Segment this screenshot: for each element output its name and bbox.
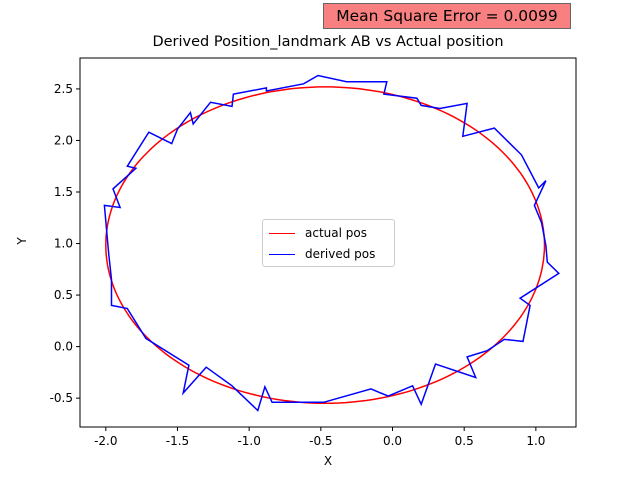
legend-swatch-actual — [269, 232, 295, 234]
x-tick-label: -1.0 — [237, 434, 260, 448]
y-tick-label: -0.5 — [50, 391, 73, 405]
legend: actual pos derived pos — [262, 219, 395, 267]
y-tick-label: 0.5 — [54, 288, 73, 302]
axis-ticks: -2.0 -1.5 -1.0 -0.5 0.0 0.5 1.0 -0.5 0.0 0.5 1.0 1.… — [50, 82, 546, 448]
legend-item-actual: actual pos — [269, 225, 367, 241]
series-layer — [103, 74, 560, 412]
y-tick-label: 2.0 — [54, 133, 73, 147]
x-tick-label: 0.5 — [455, 434, 474, 448]
x-axis-label: X — [323, 454, 333, 468]
legend-label-derived: derived pos — [305, 247, 376, 261]
x-tick-label: 1.0 — [526, 434, 545, 448]
x-tick-label: -0.5 — [309, 434, 332, 448]
y-tick-label: 1.0 — [54, 237, 73, 251]
y-tick-label: 0.0 — [54, 340, 73, 354]
y-axis-label: Y — [15, 237, 29, 245]
x-tick-label: -1.5 — [166, 434, 189, 448]
y-tick-label: 2.5 — [54, 82, 73, 96]
y-tick-label: 1.5 — [54, 185, 73, 199]
legend-item-derived: derived pos — [269, 246, 375, 262]
legend-swatch-derived — [269, 253, 295, 255]
x-tick-label: 0.0 — [383, 434, 402, 448]
chart-title: Derived Position_landmark AB vs Actual p… — [152, 34, 504, 50]
mse-annotation: Mean Square Error = 0.0099 — [323, 3, 571, 29]
x-tick-label: -2.0 — [94, 434, 117, 448]
legend-label-actual: actual pos — [305, 226, 367, 240]
series-line-derived-pos — [103, 74, 560, 412]
